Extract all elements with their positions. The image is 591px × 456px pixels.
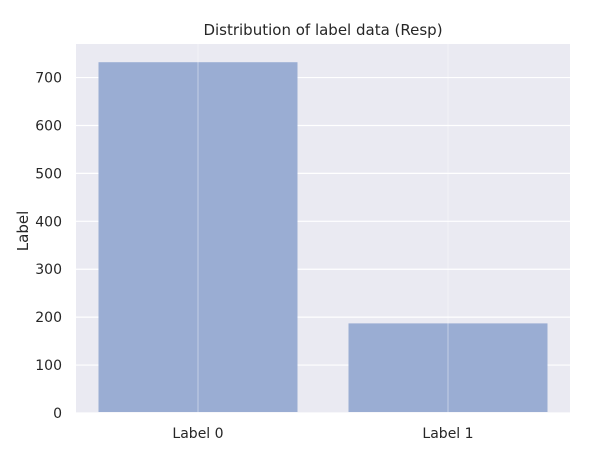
x-tick-label: Label 1 [422,426,473,442]
y-tick-label: 100 [35,358,62,374]
y-axis-label: Label [14,211,32,251]
y-tick-label: 200 [35,310,62,326]
chart-title: Distribution of label data (Resp) [203,21,442,39]
y-tick-label: 0 [53,406,62,422]
bars [98,62,548,412]
y-tick-label: 600 [35,118,62,134]
bar-label-0 [98,62,298,412]
y-tick-label: 300 [35,262,62,278]
x-tick-labels: Label 0 Label 1 [172,426,473,442]
vertical-grid-lines [197,44,449,413]
bar-label-1 [348,323,548,412]
y-tick-labels: 0 100 200 300 400 500 600 700 [35,71,62,422]
y-tick-label: 700 [35,71,62,87]
y-tick-label: 500 [35,166,62,182]
y-tick-label: 400 [35,214,62,230]
x-tick-label: Label 0 [172,426,223,442]
